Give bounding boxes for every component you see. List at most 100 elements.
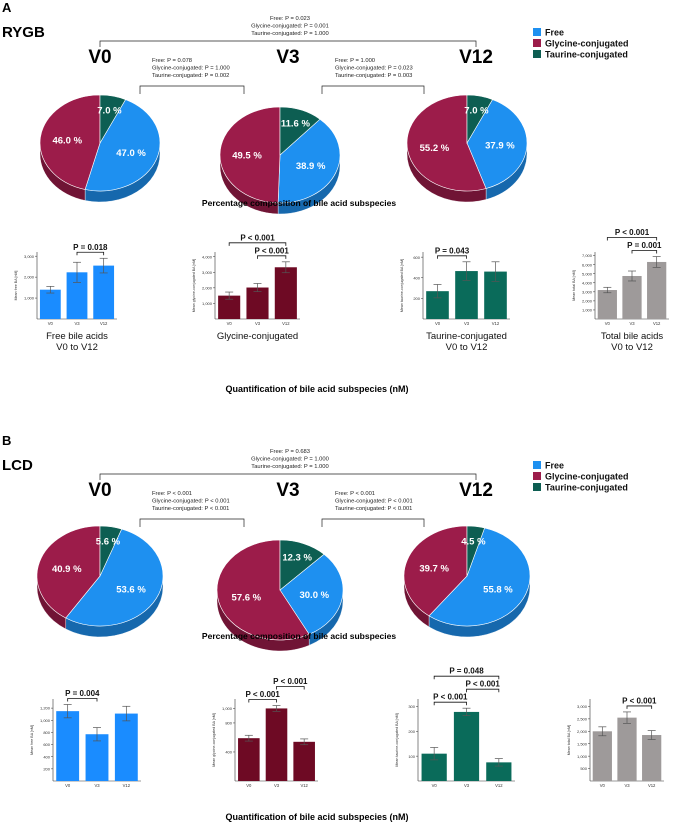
y-axis-label: Mean taurine-conjugated BA [nM] xyxy=(395,713,399,766)
pie-slice-glycineconjugated xyxy=(219,106,281,204)
y-tick-label: 1,000 xyxy=(40,718,51,723)
bar-v0 xyxy=(238,738,260,781)
legend-swatch xyxy=(533,28,541,36)
significance-label: P = 0.001 xyxy=(627,241,662,250)
comparison-text: Taurine-conjugated: P = 1.000 xyxy=(251,464,328,470)
timepoint-label: V3 xyxy=(276,480,299,501)
x-tick-label: V3 xyxy=(255,321,261,326)
y-tick-label: 500 xyxy=(580,766,587,771)
significance-bracket xyxy=(631,250,658,254)
x-tick-label: V3 xyxy=(274,783,280,788)
bar-v0 xyxy=(426,291,449,319)
y-axis-label: Mean glycine-conjugated BA [nM] xyxy=(212,713,216,767)
y-tick-label: 1,000 xyxy=(582,308,593,313)
legend-label: Free xyxy=(545,28,564,38)
bar-v12 xyxy=(293,741,315,781)
pie-label: 37.9 % xyxy=(485,141,515,152)
significance-label: P = 0.018 xyxy=(73,243,108,252)
pie-slice-taurineconjugated xyxy=(99,94,126,145)
timepoint-label: V12 xyxy=(459,480,493,501)
pie-chart-0-0: 47.0 % 46.0 % 7.0 % xyxy=(39,94,161,203)
pie-label: 40.9 % xyxy=(52,564,82,575)
comparison-text: Glycine-conjugated: P = 0.023 xyxy=(335,66,413,72)
pie-slice-glycineconjugated xyxy=(216,539,310,641)
pie-label: 38.9 % xyxy=(296,161,326,172)
x-tick-label: V0 xyxy=(227,321,233,326)
comparison-text: Taurine-conjugated: P = 0.003 xyxy=(335,73,412,79)
pie-chart-2-0: 53.6 % 40.9 % 5.6 % xyxy=(36,525,164,638)
significance-bracket xyxy=(257,255,287,259)
y-tick-label: 400 xyxy=(225,750,232,755)
comparison-text: Glycine-conjugated: P = 1.000 xyxy=(251,457,329,463)
bar-chart-title: Free bile acids xyxy=(46,331,108,342)
bar-v3 xyxy=(66,272,88,319)
bar-chart-glycine: 1,000 2,000 3,000 4,000 Mean glycine-conjuga… xyxy=(192,233,300,342)
bar-chart-free: 1,000 2,000 3,000 Mean free BA [nM] V0 V3 V12 P… xyxy=(14,243,117,353)
significance-label: P = 0.043 xyxy=(435,246,470,255)
comparison-text: Free: P < 0.001 xyxy=(152,491,192,497)
legend-swatch xyxy=(533,461,541,469)
bar-v0 xyxy=(39,289,61,319)
bar-chart-title: V0 to V12 xyxy=(446,342,488,353)
significance-bracket xyxy=(76,251,105,256)
x-tick-label: V3 xyxy=(629,321,635,326)
significance-label: P = 0.048 xyxy=(449,667,484,676)
y-tick-label: 1,000 xyxy=(202,301,213,306)
y-tick-label: 200 xyxy=(413,296,420,301)
bar-chart-free: 200 400 600 800 1,000 1,200 Mean free BA [nM] V… xyxy=(30,689,141,788)
y-tick-label: 400 xyxy=(413,275,420,280)
x-tick-label: V12 xyxy=(300,783,308,788)
pie-slice-free xyxy=(428,527,531,627)
bar-caption: Quantification of bile acid subspecies (… xyxy=(225,384,408,394)
comparison-text: Taurine-conjugated: P = 0.002 xyxy=(152,73,229,79)
bar-v3 xyxy=(455,271,478,319)
pie-label: 55.2 % xyxy=(420,143,450,154)
y-tick-label: 200 xyxy=(408,729,415,734)
x-tick-label: V0 xyxy=(246,783,252,788)
x-tick-label: V12 xyxy=(495,783,503,788)
y-tick-label: 2,000 xyxy=(24,275,35,280)
timepoint-label: V3 xyxy=(276,47,299,68)
bar-v3 xyxy=(622,275,642,319)
pie-chart-2-2: 55.8 % 39.7 % 4.5 % xyxy=(403,525,531,638)
y-tick-label: 600 xyxy=(413,255,420,260)
x-tick-label: V12 xyxy=(648,783,656,788)
pie-slice-taurineconjugated xyxy=(466,525,485,577)
comparison-text: Taurine-conjugated: P = 1.000 xyxy=(251,31,328,37)
pie-slice-free xyxy=(277,118,341,204)
bar-chart-total: 500 1,000 1,500 2,000 2,500 3,000 Mean total B… xyxy=(567,696,664,788)
legend-swatch xyxy=(533,50,541,58)
pie-slice-taurineconjugated xyxy=(99,525,123,577)
y-tick-label: 1,000 xyxy=(577,754,588,759)
x-tick-label: V3 xyxy=(74,321,80,326)
y-tick-label: 200 xyxy=(43,766,50,771)
y-axis-label: Mean total BA [nM] xyxy=(567,725,571,755)
bar-chart-taurine: 200 400 600 Mean taurine-conjugated BA [nM]… xyxy=(400,246,510,353)
significance-label: P < 0.001 xyxy=(433,693,468,702)
bar-v3 xyxy=(85,734,109,781)
pie-slice-taurineconjugated xyxy=(279,106,321,156)
x-tick-label: V12 xyxy=(123,783,131,788)
pie-label: 55.8 % xyxy=(483,584,513,595)
significance-label: P < 0.001 xyxy=(255,246,290,255)
y-axis-label: Mean free BA [nM] xyxy=(30,725,34,755)
significance-bracket xyxy=(433,675,500,680)
significance-bracket xyxy=(67,698,98,702)
y-tick-label: 100 xyxy=(408,754,415,759)
comparison-text: Glycine-conjugated: P < 0.001 xyxy=(335,499,413,505)
significance-bracket xyxy=(466,688,500,693)
pie-label: 7.0 % xyxy=(464,105,489,116)
significance-bracket xyxy=(626,705,653,709)
comparison-bracket xyxy=(321,518,425,527)
group-label: LCD xyxy=(2,457,33,474)
comparison-text: Glycine-conjugated: P = 0.001 xyxy=(251,24,329,30)
significance-label: P < 0.001 xyxy=(466,680,501,689)
bar-chart-title: V0 to V12 xyxy=(56,342,98,353)
comparison-bracket xyxy=(139,85,245,94)
comparison-text: Glycine-conjugated: P = 1.000 xyxy=(152,66,230,72)
x-tick-label: V0 xyxy=(435,321,441,326)
x-tick-label: V12 xyxy=(653,321,661,326)
bar-v12 xyxy=(484,271,507,319)
significance-label: P = 0.004 xyxy=(65,689,100,698)
bar-v3 xyxy=(617,717,637,781)
